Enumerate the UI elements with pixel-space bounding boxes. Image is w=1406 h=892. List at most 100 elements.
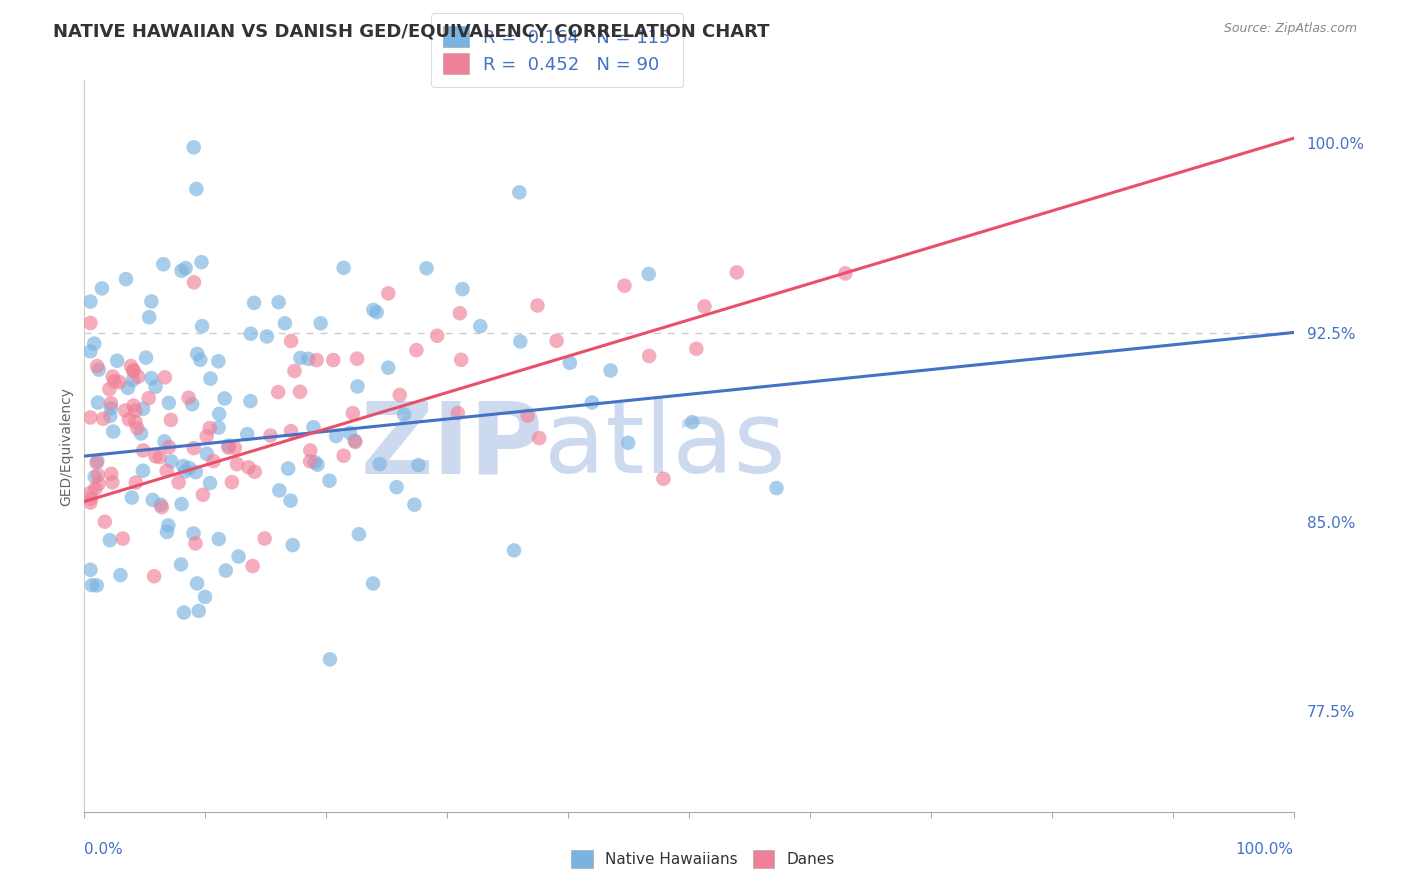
Point — [122, 363, 145, 377]
Point — [152, 257, 174, 271]
Point — [177, 461, 200, 475]
Point — [83, 336, 105, 351]
Point — [377, 360, 399, 375]
Point — [173, 606, 195, 620]
Point — [170, 264, 193, 278]
Point — [342, 406, 364, 420]
Point — [103, 374, 125, 388]
Point — [190, 255, 212, 269]
Point — [156, 464, 179, 478]
Point — [277, 461, 299, 475]
Point — [194, 590, 217, 604]
Point — [132, 443, 155, 458]
Point — [447, 406, 470, 420]
Point — [332, 449, 354, 463]
Point — [274, 316, 297, 330]
Point — [129, 426, 152, 441]
Point — [98, 409, 121, 423]
Point — [404, 498, 426, 512]
Point — [297, 351, 319, 366]
Point — [101, 475, 124, 490]
Point — [239, 326, 262, 341]
Legend: Native Hawaiians, Danes: Native Hawaiians, Danes — [564, 843, 842, 875]
Point — [388, 388, 411, 402]
Point — [290, 351, 312, 365]
Point — [693, 300, 716, 314]
Point — [79, 486, 101, 500]
Point — [80, 578, 103, 592]
Point — [124, 404, 146, 418]
Point — [516, 409, 538, 423]
Point — [526, 299, 548, 313]
Point — [191, 319, 214, 334]
Point — [172, 458, 194, 473]
Point — [110, 568, 132, 582]
Point — [558, 356, 581, 370]
Point — [509, 334, 531, 349]
Point — [125, 475, 148, 490]
Point — [202, 454, 225, 468]
Point — [546, 334, 568, 348]
Point — [392, 408, 415, 422]
Point — [226, 457, 249, 471]
Point — [581, 395, 603, 409]
Point — [115, 272, 138, 286]
Point — [91, 412, 114, 426]
Point — [256, 329, 278, 343]
Point — [170, 497, 193, 511]
Point — [195, 429, 218, 443]
Point — [167, 475, 190, 490]
Point — [183, 275, 205, 289]
Point — [325, 429, 347, 443]
Point — [834, 266, 856, 280]
Point — [366, 305, 388, 319]
Point — [305, 353, 328, 368]
Point — [142, 492, 165, 507]
Point — [385, 480, 408, 494]
Point — [267, 385, 290, 400]
Point — [183, 441, 205, 455]
Point — [259, 428, 281, 442]
Point — [215, 564, 238, 578]
Point — [143, 569, 166, 583]
Point — [121, 491, 143, 505]
Point — [228, 549, 250, 564]
Point — [309, 316, 332, 330]
Point — [120, 359, 142, 373]
Point — [122, 363, 145, 377]
Point — [283, 364, 305, 378]
Point — [79, 316, 101, 330]
Point — [184, 465, 207, 479]
Point — [280, 424, 302, 438]
Point — [377, 286, 399, 301]
Point — [451, 282, 474, 296]
Point — [187, 604, 209, 618]
Point — [183, 526, 205, 541]
Point — [214, 392, 236, 406]
Point — [299, 454, 322, 468]
Text: NATIVE HAWAIIAN VS DANISH GED/EQUIVALENCY CORRELATION CHART: NATIVE HAWAIIAN VS DANISH GED/EQUIVALENC… — [53, 22, 770, 40]
Point — [108, 375, 131, 389]
Point — [122, 399, 145, 413]
Point — [79, 344, 101, 359]
Point — [198, 421, 221, 435]
Point — [408, 458, 430, 472]
Point — [681, 415, 703, 429]
Point — [98, 382, 121, 396]
Point — [87, 395, 110, 409]
Point — [188, 352, 211, 367]
Point — [638, 349, 661, 363]
Point — [218, 441, 240, 455]
Point — [685, 342, 707, 356]
Point — [304, 455, 326, 469]
Point — [191, 488, 214, 502]
Point — [346, 379, 368, 393]
Point — [138, 310, 160, 325]
Point — [153, 434, 176, 449]
Point — [426, 328, 449, 343]
Point — [281, 538, 304, 552]
Point — [299, 443, 322, 458]
Point — [157, 518, 180, 533]
Point — [100, 396, 122, 410]
Point — [117, 381, 139, 395]
